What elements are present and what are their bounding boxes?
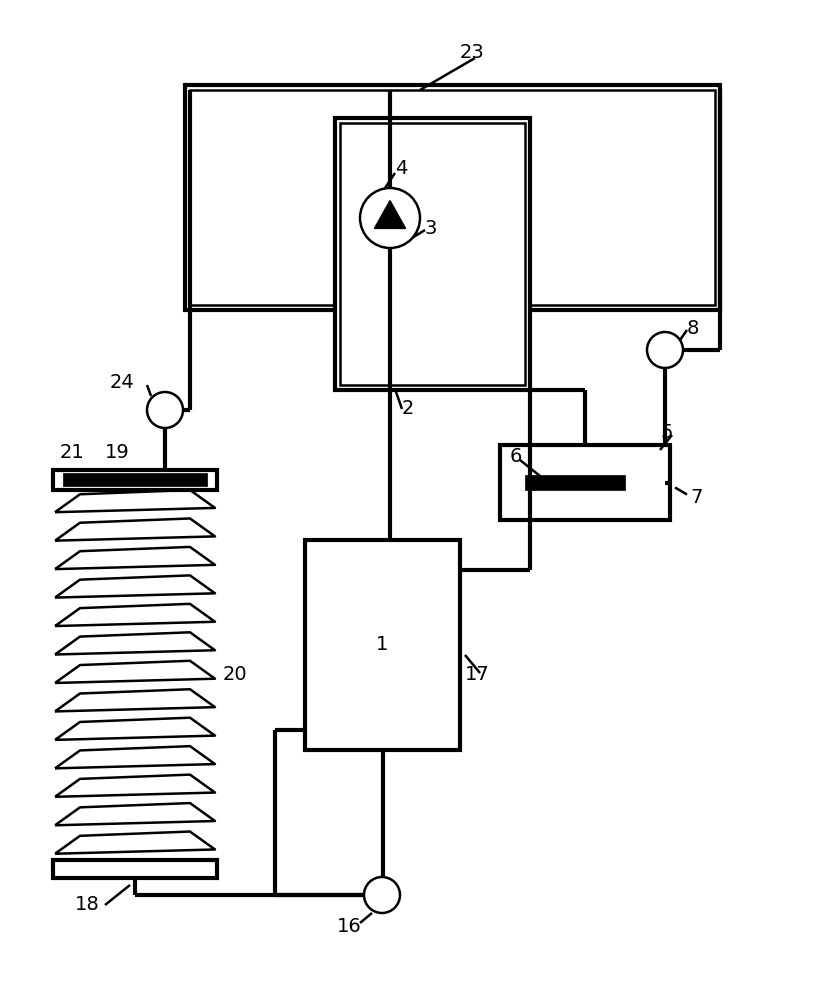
Circle shape [364,877,400,913]
Text: 20: 20 [223,666,248,684]
Bar [190,90,715,305]
Circle shape [147,392,183,428]
Polygon shape [375,201,406,228]
Text: 8: 8 [687,318,700,338]
Text: 1: 1 [376,636,389,654]
Text: 16: 16 [337,918,361,936]
Bar [63,473,207,486]
Bar [53,860,217,878]
Text: 18: 18 [75,896,100,914]
Circle shape [647,332,683,368]
Bar [305,540,460,750]
Text: 24: 24 [110,372,135,391]
Text: 6: 6 [510,448,523,466]
Text: 2: 2 [402,399,415,418]
Text: 19: 19 [105,442,130,462]
Text: 21: 21 [60,442,85,462]
Text: 23: 23 [460,42,484,62]
Bar [185,85,720,310]
Bar [53,470,217,490]
Text: 5: 5 [660,424,672,442]
Text: 17: 17 [465,666,489,684]
Text: 7: 7 [690,488,702,507]
Text: 3: 3 [425,219,437,237]
Text: 4: 4 [395,158,407,178]
Bar [525,475,625,490]
Bar [500,445,670,520]
Bar [340,123,525,385]
Circle shape [360,188,420,248]
Bar [335,118,530,390]
